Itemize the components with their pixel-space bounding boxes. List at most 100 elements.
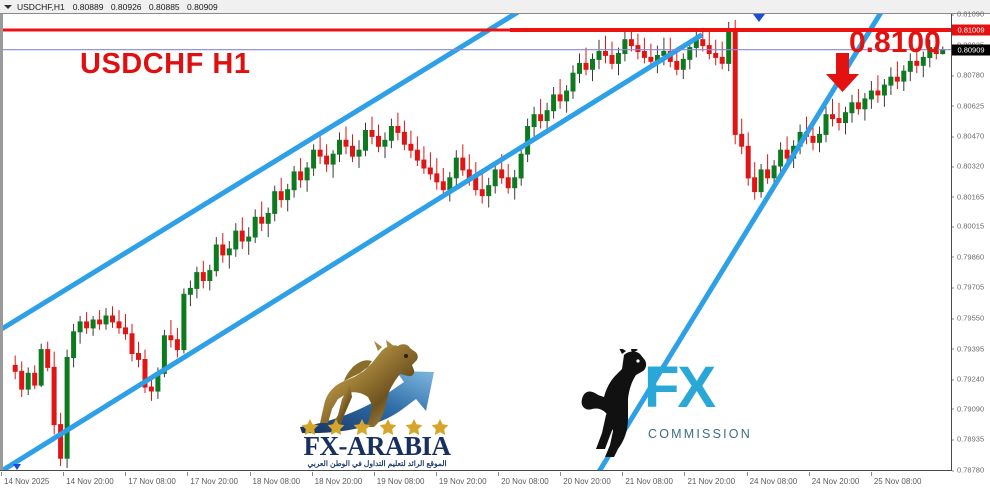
candle-bullish bbox=[615, 53, 621, 64]
candle-bearish bbox=[395, 126, 401, 133]
candle-bearish bbox=[641, 51, 647, 58]
candle-bullish bbox=[161, 335, 167, 374]
open-value: 0.80889 bbox=[72, 1, 104, 12]
candle-bullish bbox=[492, 169, 498, 187]
fx-commission-wordmark: FX bbox=[644, 355, 716, 420]
channel-upper-line[interactable] bbox=[0, 14, 580, 333]
candle-bearish bbox=[12, 364, 18, 372]
candle-bullish bbox=[518, 153, 524, 179]
time-tick: 21 Nov 08:00 bbox=[622, 472, 673, 486]
candlestick-series bbox=[12, 19, 946, 468]
chart-plot-area[interactable]: FX-ARABIA الموقع الرائد لتعليم التداول ف… bbox=[0, 14, 952, 470]
candle-bullish bbox=[356, 149, 362, 157]
candle-bullish bbox=[64, 357, 70, 459]
candle-bullish bbox=[590, 58, 595, 70]
candle-bullish bbox=[103, 315, 109, 325]
time-tick: 24 Nov 08:00 bbox=[746, 472, 798, 486]
candle-bearish bbox=[628, 39, 634, 47]
candle-bullish bbox=[213, 244, 219, 272]
gold-stars-icon bbox=[301, 419, 449, 435]
time-tick: 19 Nov 08:00 bbox=[373, 472, 425, 486]
candle-bearish bbox=[440, 181, 446, 191]
channel-lower-line[interactable] bbox=[0, 32, 704, 470]
candle-bullish bbox=[862, 98, 868, 110]
candle-bullish bbox=[382, 139, 388, 147]
time-tick: 14 Nov 20:00 bbox=[63, 472, 114, 486]
price-tick: 0.79705 bbox=[952, 283, 984, 292]
candle-bullish bbox=[38, 349, 44, 386]
candle-bearish bbox=[914, 60, 920, 66]
low-value: 0.80885 bbox=[148, 1, 180, 12]
chart-left-edge bbox=[0, 14, 3, 470]
price-scale[interactable]: 0.810900.809350.807800.806250.804700.803… bbox=[952, 10, 990, 475]
price-tick: 0.80165 bbox=[952, 192, 984, 201]
candle-bearish bbox=[129, 333, 135, 354]
candle-bullish bbox=[687, 47, 693, 60]
candle-bearish bbox=[583, 62, 589, 70]
candle-bearish bbox=[45, 349, 51, 368]
candle-bearish bbox=[298, 171, 304, 181]
candle-bullish bbox=[252, 216, 258, 238]
candle-bearish bbox=[505, 177, 511, 189]
price-tick: 0.80320 bbox=[952, 162, 984, 171]
candle-bearish bbox=[259, 216, 265, 224]
candle-bearish bbox=[538, 114, 544, 122]
candle-bullish bbox=[512, 177, 518, 189]
fx-arabia-emblem bbox=[300, 340, 449, 435]
time-tick: 24 Nov 20:00 bbox=[808, 472, 860, 486]
candle-bearish bbox=[97, 319, 103, 325]
candle-bearish bbox=[836, 118, 842, 123]
candle-bearish bbox=[376, 135, 381, 147]
candle-bullish bbox=[25, 372, 31, 390]
fx-arabia-logo: FX-ARABIA الموقع الرائد لتعليم التداول ف… bbox=[288, 339, 466, 470]
current-price-tag: 0.80909 bbox=[952, 44, 990, 56]
fx-arabia-tagline: الموقع الرائد لتعليم التداول في الوطن ال… bbox=[307, 459, 447, 468]
price-tick: 0.80470 bbox=[952, 132, 984, 141]
price-tick: 0.80625 bbox=[952, 101, 984, 110]
candle-bearish bbox=[810, 135, 816, 143]
price-tick: 0.79550 bbox=[952, 314, 984, 323]
candle-bearish bbox=[700, 39, 706, 47]
candle-bearish bbox=[875, 90, 881, 96]
candle-bullish bbox=[823, 114, 829, 135]
price-tick: 0.78935 bbox=[952, 435, 984, 444]
candle-bearish bbox=[713, 53, 719, 58]
price-tick: 0.79395 bbox=[952, 344, 984, 353]
fx-commission-logo: FX COMMISSION bbox=[578, 349, 764, 464]
candle-bullish bbox=[551, 94, 557, 112]
price-tick: 0.80780 bbox=[952, 71, 984, 80]
candle-bearish bbox=[51, 366, 57, 426]
candle-bullish bbox=[311, 149, 317, 169]
candle-bearish bbox=[123, 327, 128, 335]
candle-bearish bbox=[19, 370, 25, 390]
candle-bullish bbox=[272, 191, 278, 214]
candle-bullish bbox=[265, 212, 271, 224]
candle-bearish bbox=[421, 159, 427, 169]
candle-bearish bbox=[168, 335, 174, 341]
chart-drawing-layer bbox=[0, 14, 952, 470]
chevron-down-icon[interactable] bbox=[4, 4, 12, 9]
candle-bearish bbox=[116, 321, 122, 329]
time-tick: 19 Nov 20:00 bbox=[435, 472, 487, 486]
candle-bearish bbox=[784, 149, 790, 159]
price-tick: 0.79240 bbox=[952, 375, 984, 384]
time-tick: 21 Nov 20:00 bbox=[684, 472, 736, 486]
candle-bearish bbox=[148, 386, 154, 392]
price-tick: 0.79090 bbox=[952, 404, 984, 413]
candle-bullish bbox=[194, 272, 200, 289]
time-scale[interactable]: 14 Nov 2025 14 Nov 20:00 17 Nov 08:00 17 No… bbox=[0, 471, 952, 496]
candle-bearish bbox=[719, 56, 725, 64]
chart-title-annotation: USDCHF H1 bbox=[80, 48, 251, 80]
candle-bullish bbox=[246, 236, 252, 242]
candle-bearish bbox=[434, 173, 440, 183]
candle-bullish bbox=[726, 31, 732, 64]
candle-bearish bbox=[648, 56, 654, 62]
candle-bearish bbox=[174, 339, 180, 351]
candle-bearish bbox=[745, 145, 751, 179]
candle-bullish bbox=[817, 133, 822, 143]
chart-right-border bbox=[951, 14, 952, 471]
candle-bearish bbox=[460, 157, 466, 171]
candle-bearish bbox=[933, 47, 939, 54]
blue-swoosh-arrow-icon bbox=[300, 371, 434, 434]
candle-bullish bbox=[596, 51, 602, 60]
